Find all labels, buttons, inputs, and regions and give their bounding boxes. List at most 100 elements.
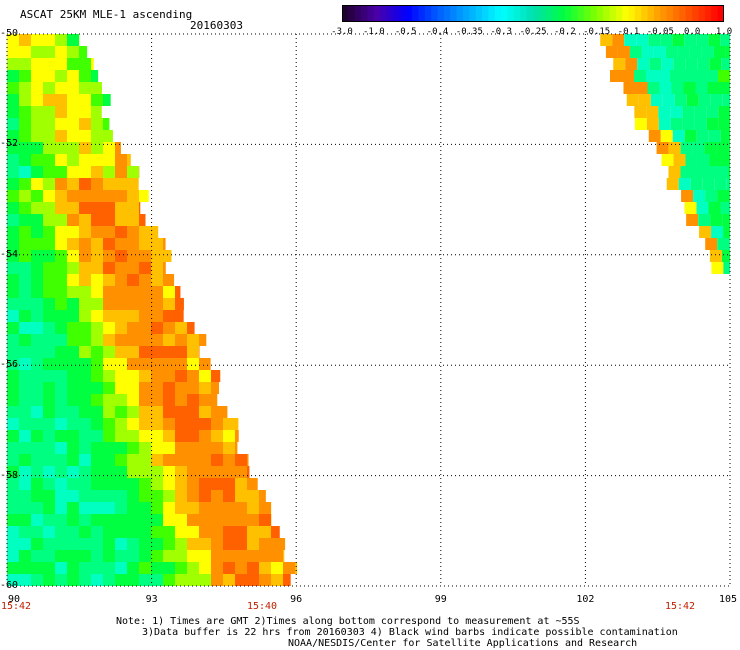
swath-cell (55, 166, 67, 178)
swath-cell (55, 430, 67, 442)
swath-cell (43, 190, 55, 202)
swath-cell (31, 346, 43, 358)
swath-cell (19, 238, 31, 250)
swath-cell (199, 394, 211, 406)
swath-cell (127, 166, 139, 178)
swath-cell (31, 298, 43, 310)
swath-cell (67, 94, 79, 106)
swath-cell (706, 118, 719, 130)
swath-cell (151, 550, 163, 562)
swath-cell (235, 454, 247, 466)
swath-cell (199, 526, 211, 538)
swath-cell (19, 382, 31, 394)
swath-cell (55, 238, 67, 250)
swath-cell (7, 70, 19, 82)
swath-cell (139, 250, 151, 262)
swath-cell (31, 250, 43, 262)
swath-cell (658, 70, 671, 82)
swath-cell (7, 178, 19, 190)
swath-cell (79, 250, 91, 262)
swath-cell (55, 46, 67, 58)
swath-cell (127, 226, 139, 238)
swath-cell (103, 178, 115, 190)
swath-cell (139, 334, 151, 346)
colorbar-swatch (634, 5, 642, 22)
swath-cell (115, 334, 127, 346)
swath-cell (55, 310, 67, 322)
swath-cell (139, 442, 151, 454)
swath-cell (211, 502, 223, 514)
swath-cell (634, 118, 647, 130)
swath-cell (19, 202, 31, 214)
colorbar-tick-label: -0.3 (490, 27, 512, 37)
swath-cell (103, 118, 110, 130)
swath-cell (19, 478, 31, 490)
colorbar-swatch (552, 5, 560, 22)
swath-cell (600, 34, 613, 46)
swath-cell (55, 226, 67, 238)
swath-cell (649, 58, 662, 70)
swath-cell (31, 382, 43, 394)
swath-cell (19, 214, 31, 226)
swath-cell (43, 154, 55, 166)
swath-cell (91, 562, 103, 574)
swath-cell (187, 550, 199, 562)
colorbar-swatch (513, 5, 521, 22)
swath-cell (127, 466, 139, 478)
swath-cell (115, 514, 127, 526)
swath-cell (115, 490, 127, 502)
swath-cell (175, 346, 187, 358)
swath-cell (103, 238, 115, 250)
grid-lines (7, 34, 730, 586)
swath-cell (175, 334, 187, 346)
swath-cell (211, 418, 223, 430)
swath-cell (31, 106, 43, 118)
swath-cell (151, 250, 163, 262)
colorbar-swatch (628, 5, 636, 22)
swath-cell (43, 322, 55, 334)
colorbar-swatch (679, 5, 687, 22)
swath-cell (91, 82, 102, 94)
colorbar-swatch (558, 5, 566, 22)
swath-cell (151, 478, 163, 490)
swath-cell (55, 154, 67, 166)
swath-cell (151, 466, 163, 478)
swath-cell (91, 382, 103, 394)
swath-cell (235, 562, 247, 574)
swath-cell (666, 178, 679, 190)
swath-cell (31, 214, 43, 226)
swath-cell (223, 514, 235, 526)
swath-cell (31, 190, 43, 202)
swath-cell (103, 454, 115, 466)
swath-cell (127, 406, 139, 418)
swath-cell (7, 94, 19, 106)
swath-cell (67, 298, 79, 310)
swath-cell (67, 346, 79, 358)
swath-cell (7, 310, 19, 322)
swath-cell (19, 226, 31, 238)
swath-cell (31, 238, 43, 250)
swath-cell (67, 202, 79, 214)
swath-cell (247, 466, 250, 478)
swath-cell (175, 298, 184, 310)
colorbar-swatch (520, 5, 528, 22)
swath-cell (43, 178, 55, 190)
swath-cell (187, 490, 199, 502)
swath-cell (31, 82, 43, 94)
swath-cell (151, 430, 163, 442)
swath-cell (7, 394, 19, 406)
colorbar-swatch (386, 5, 394, 22)
swath-cell (223, 574, 235, 586)
swath-cell (91, 322, 103, 334)
swath-cell (127, 274, 139, 286)
swath-cell (31, 334, 43, 346)
swath-cell (67, 46, 79, 58)
swath-cell (31, 358, 43, 370)
swath-cell (187, 454, 199, 466)
colorbar-swatch (494, 5, 502, 22)
swath-cell (79, 226, 91, 238)
swath-cell (211, 430, 223, 442)
swath-cell (67, 394, 79, 406)
note-line-2: 3)Data buffer is 22 hrs from 20160303 4)… (142, 627, 678, 638)
swath-cell (103, 190, 115, 202)
